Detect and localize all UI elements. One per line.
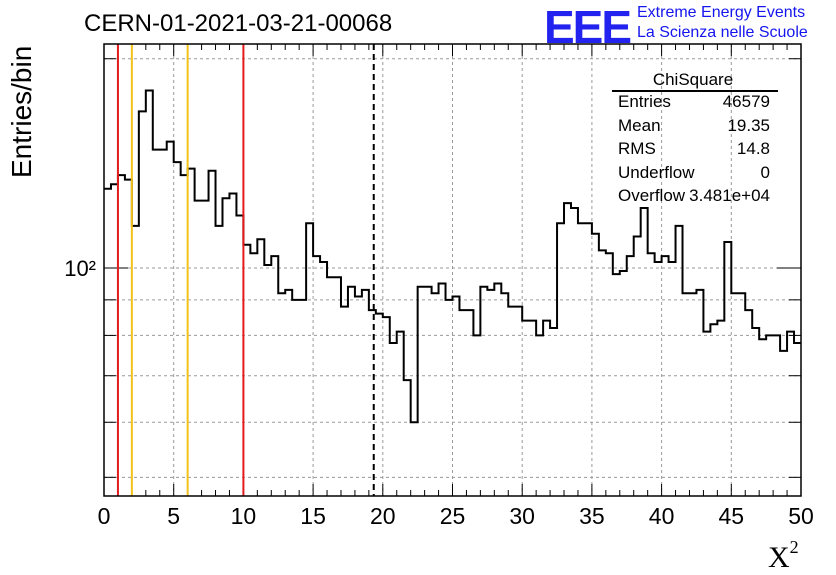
x-tick-label: 50 bbox=[788, 503, 814, 529]
stats-row-overflow: Overflow 3.481e+04 bbox=[618, 186, 778, 208]
stats-title: ChiSquare bbox=[652, 70, 734, 89]
stats-row-entries: Entries 46579 bbox=[618, 92, 778, 114]
statistics-box: ChiSquare Entries 46579 Mean 19.35 RMS 1… bbox=[608, 68, 778, 208]
stats-key: Overflow bbox=[618, 186, 686, 205]
x-tick-label: 30 bbox=[509, 503, 535, 529]
stats-value: 0 bbox=[760, 163, 770, 182]
x-tick-label: 5 bbox=[167, 503, 180, 529]
x-tick-label: 25 bbox=[440, 503, 466, 529]
x-tick-label: 10 bbox=[231, 503, 257, 529]
stats-value: 46579 bbox=[722, 92, 770, 111]
stats-key: Mean bbox=[618, 116, 661, 135]
stats-row-mean: Mean 19.35 bbox=[618, 116, 778, 138]
x-axis-label: X2 bbox=[768, 537, 799, 574]
x-tick-label: 45 bbox=[719, 503, 745, 529]
x-tick-label: 20 bbox=[370, 503, 396, 529]
stats-key: RMS bbox=[618, 139, 656, 158]
stats-key: Underflow bbox=[618, 163, 695, 182]
chart-title: CERN-01-2021-03-21-00068 bbox=[84, 10, 393, 37]
stats-row-underflow: Underflow 0 bbox=[618, 163, 778, 185]
stats-title-underline bbox=[612, 90, 778, 92]
stats-value: 19.35 bbox=[727, 116, 770, 135]
stats-key: Entries bbox=[618, 92, 671, 111]
x-tick-label: 40 bbox=[649, 503, 675, 529]
x-tick-label: 15 bbox=[300, 503, 326, 529]
y-axis-label: Entries/bin bbox=[6, 45, 37, 178]
stats-value: 14.8 bbox=[736, 139, 770, 158]
plot-area bbox=[104, 44, 801, 496]
stats-value: 3.481e+04 bbox=[689, 186, 770, 205]
x-tick-label: 0 bbox=[98, 503, 111, 529]
x-tick-label: 35 bbox=[579, 503, 605, 529]
plot-frame bbox=[103, 43, 802, 497]
y-tick-label: 10² bbox=[64, 256, 96, 281]
logo-line-2: La Scienza nelle Scuole bbox=[637, 24, 808, 41]
histogram-line bbox=[104, 89, 801, 424]
stats-row-rms: RMS 14.8 bbox=[618, 139, 778, 161]
logo-line-1: Extreme Energy Events bbox=[637, 4, 806, 21]
eee-logo: EEE bbox=[544, 1, 632, 53]
